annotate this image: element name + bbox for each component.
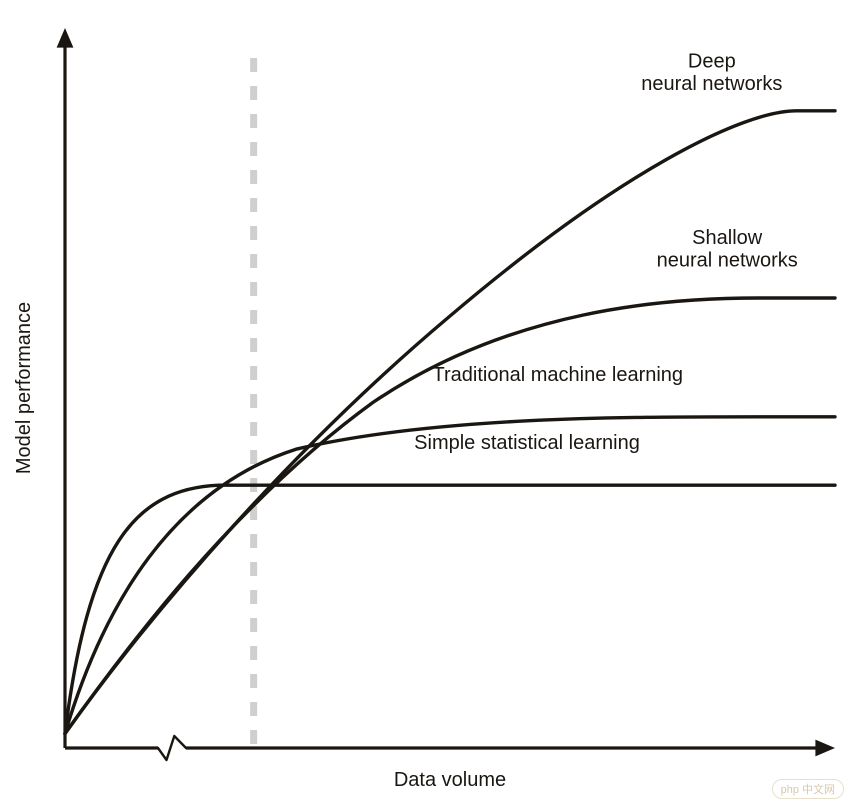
curve-label-simple: Simple statistical learning <box>414 432 640 454</box>
chart-svg: Deepneural networksShallowneural network… <box>0 0 850 805</box>
chart-container: Deepneural networksShallowneural network… <box>0 0 850 805</box>
y-axis-label: Model performance <box>13 302 35 474</box>
x-axis-label: Data volume <box>394 769 506 791</box>
curve-label-traditional: Traditional machine learning <box>433 364 684 386</box>
chart-background <box>0 0 850 805</box>
watermark-badge: php 中文网 <box>772 779 844 799</box>
